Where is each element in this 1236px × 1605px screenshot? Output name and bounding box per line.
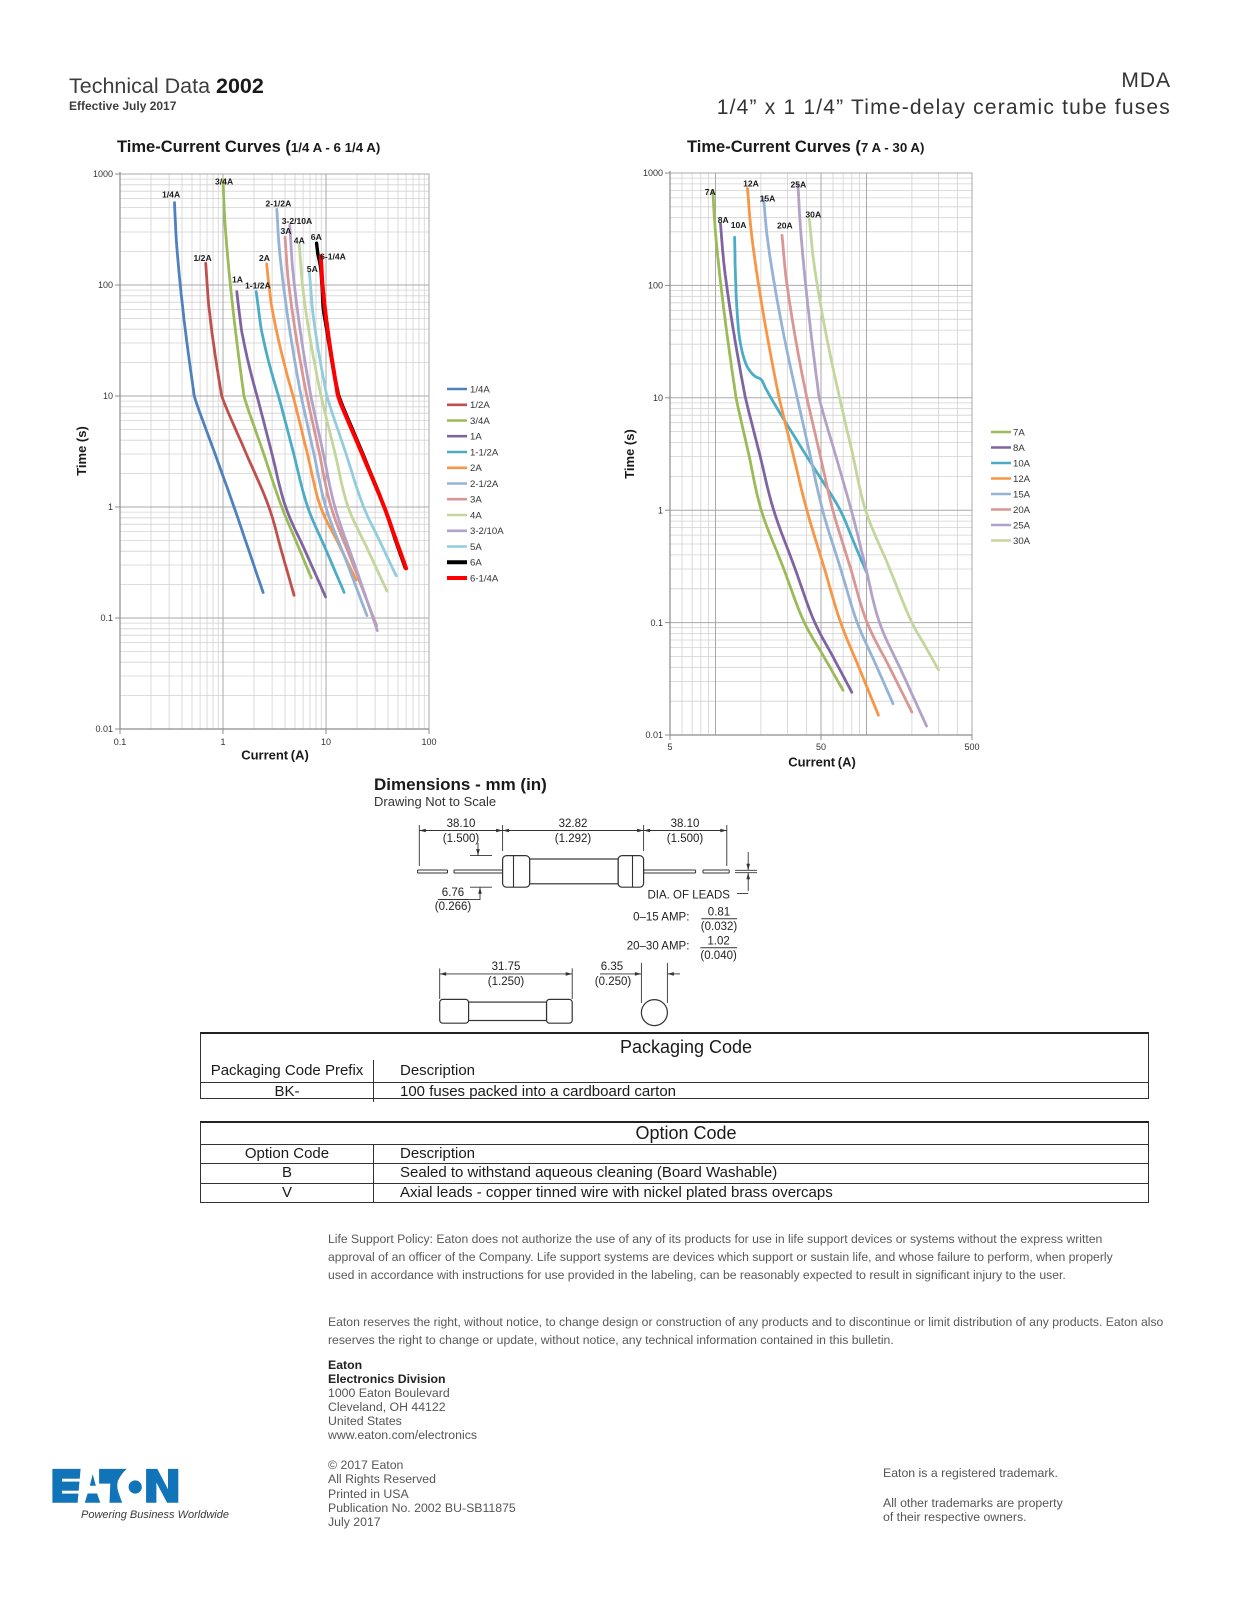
svg-text:8A: 8A bbox=[718, 215, 729, 225]
svg-text:38.10: 38.10 bbox=[671, 818, 700, 830]
svg-text:6-1/4A: 6-1/4A bbox=[320, 252, 346, 262]
svg-text:1: 1 bbox=[108, 502, 113, 512]
svg-text:500: 500 bbox=[964, 742, 979, 752]
svg-text:10A: 10A bbox=[1013, 458, 1031, 469]
svg-text:1000: 1000 bbox=[93, 169, 113, 179]
svg-text:2-1/2A: 2-1/2A bbox=[470, 479, 499, 490]
svg-text:8A: 8A bbox=[1013, 443, 1025, 454]
svg-text:38.10: 38.10 bbox=[447, 818, 476, 830]
svg-text:5: 5 bbox=[667, 742, 672, 752]
svg-text:2-1/2A: 2-1/2A bbox=[266, 199, 292, 209]
svg-text:3-2/10A: 3-2/10A bbox=[282, 216, 313, 226]
svg-text:(1.250): (1.250) bbox=[488, 976, 525, 988]
svg-text:20–30 AMP:: 20–30 AMP: bbox=[627, 941, 690, 953]
svg-text:3/4A: 3/4A bbox=[470, 416, 490, 427]
svg-text:15A: 15A bbox=[1013, 489, 1031, 500]
svg-text:2A: 2A bbox=[259, 253, 270, 263]
svg-text:(0.250): (0.250) bbox=[595, 976, 632, 988]
svg-text:10: 10 bbox=[103, 391, 113, 401]
svg-text:10: 10 bbox=[321, 737, 331, 747]
svg-text:3A: 3A bbox=[281, 226, 292, 236]
svg-text:3/4A: 3/4A bbox=[215, 177, 233, 187]
svg-text:(0.266): (0.266) bbox=[435, 901, 472, 913]
svg-text:100: 100 bbox=[648, 281, 663, 291]
svg-text:25A: 25A bbox=[791, 180, 807, 190]
svg-text:10: 10 bbox=[653, 393, 663, 403]
svg-text:4A: 4A bbox=[294, 236, 305, 246]
svg-text:32.82: 32.82 bbox=[559, 818, 588, 830]
svg-text:1/2A: 1/2A bbox=[470, 400, 490, 411]
svg-text:0.01: 0.01 bbox=[645, 730, 663, 740]
svg-text:1/2A: 1/2A bbox=[194, 253, 212, 263]
svg-text:20A: 20A bbox=[777, 221, 793, 231]
svg-text:30A: 30A bbox=[1013, 536, 1031, 547]
svg-text:1A: 1A bbox=[232, 275, 243, 285]
svg-text:0–15 AMP:: 0–15 AMP: bbox=[633, 912, 689, 924]
svg-text:0.01: 0.01 bbox=[95, 724, 113, 734]
svg-text:0.1: 0.1 bbox=[650, 618, 663, 628]
svg-text:1A: 1A bbox=[470, 432, 482, 443]
svg-text:0.1: 0.1 bbox=[114, 737, 127, 747]
svg-text:5A: 5A bbox=[307, 264, 318, 274]
svg-text:1: 1 bbox=[658, 505, 663, 515]
svg-text:20A: 20A bbox=[1013, 505, 1031, 516]
svg-text:12A: 12A bbox=[1013, 474, 1031, 485]
svg-text:Current (A): Current (A) bbox=[788, 755, 856, 770]
svg-text:50: 50 bbox=[816, 742, 826, 752]
svg-text:1/4A: 1/4A bbox=[162, 190, 180, 200]
svg-text:(1.500): (1.500) bbox=[667, 833, 704, 845]
svg-text:6-1/4A: 6-1/4A bbox=[470, 573, 499, 584]
svg-text:1-1/2A: 1-1/2A bbox=[470, 447, 499, 458]
svg-text:0.1: 0.1 bbox=[100, 613, 113, 623]
svg-text:(0.032): (0.032) bbox=[701, 921, 738, 933]
svg-text:2A: 2A bbox=[470, 463, 482, 474]
svg-text:1: 1 bbox=[220, 737, 225, 747]
svg-text:15A: 15A bbox=[760, 194, 776, 204]
svg-text:Current (A): Current (A) bbox=[241, 748, 309, 763]
svg-text:30A: 30A bbox=[805, 210, 821, 220]
svg-text:(0.040): (0.040) bbox=[700, 950, 737, 962]
svg-text:100: 100 bbox=[421, 737, 436, 747]
svg-text:Time (s): Time (s) bbox=[74, 426, 89, 476]
svg-text:DIA. OF LEADS: DIA. OF LEADS bbox=[648, 890, 731, 902]
svg-text:31.75: 31.75 bbox=[492, 961, 521, 973]
svg-text:1.02: 1.02 bbox=[707, 936, 729, 948]
svg-text:5A: 5A bbox=[470, 542, 482, 553]
svg-text:7A: 7A bbox=[705, 187, 716, 197]
svg-text:(1.292): (1.292) bbox=[555, 833, 592, 845]
svg-text:(1.500): (1.500) bbox=[443, 833, 480, 845]
svg-text:7A: 7A bbox=[1013, 427, 1025, 438]
svg-text:100: 100 bbox=[98, 280, 113, 290]
svg-text:3A: 3A bbox=[470, 495, 482, 506]
svg-text:1/4A: 1/4A bbox=[470, 384, 490, 395]
svg-text:6A: 6A bbox=[311, 232, 322, 242]
svg-text:6.35: 6.35 bbox=[601, 961, 623, 973]
svg-text:1-1/2A: 1-1/2A bbox=[245, 281, 271, 291]
svg-text:0.81: 0.81 bbox=[708, 907, 730, 919]
svg-text:1000: 1000 bbox=[643, 168, 663, 178]
svg-text:4A: 4A bbox=[470, 510, 482, 521]
svg-text:3-2/10A: 3-2/10A bbox=[470, 526, 504, 537]
svg-text:6A: 6A bbox=[470, 558, 482, 569]
svg-text:12A: 12A bbox=[743, 179, 759, 189]
svg-text:6.76: 6.76 bbox=[442, 887, 464, 899]
svg-text:25A: 25A bbox=[1013, 520, 1031, 531]
svg-text:Time (s): Time (s) bbox=[622, 429, 637, 479]
svg-text:10A: 10A bbox=[731, 220, 747, 230]
